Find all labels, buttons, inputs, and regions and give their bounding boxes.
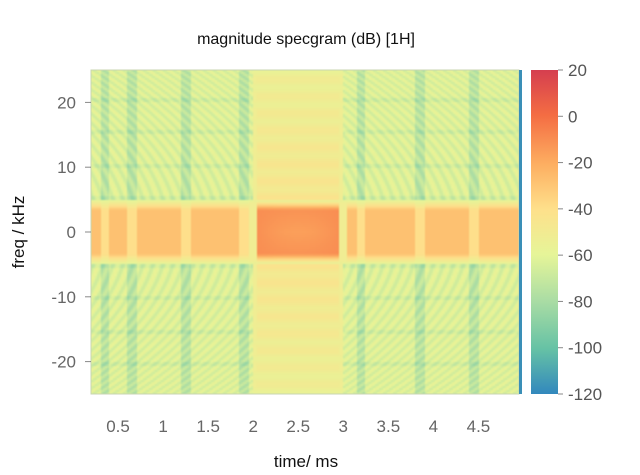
y-tick-label: 20 — [57, 93, 76, 112]
chart-title: magnitude specgram (dB) [1H] — [197, 31, 415, 48]
y-tick-label: 10 — [57, 158, 76, 177]
x-tick-label: 2 — [248, 417, 257, 436]
y-tick-label: -10 — [51, 288, 76, 307]
x-tick-label: 3 — [339, 417, 348, 436]
x-tick-label: 2.5 — [286, 417, 310, 436]
colorbar-tick-label: -20 — [568, 154, 593, 173]
x-axis-label: time/ ms — [274, 452, 338, 471]
y-tick-label: 0 — [67, 223, 76, 242]
colorbar-tick-label: -80 — [568, 292, 593, 311]
colorbar-tick-label: -40 — [568, 200, 593, 219]
colorbar-tick-label: -120 — [568, 385, 602, 404]
x-tick-label: 1.5 — [196, 417, 220, 436]
y-tick-label: -20 — [51, 353, 76, 372]
x-tick-label: 0.5 — [106, 417, 130, 436]
x-axis-ticks: 0.5 1 1.5 2 2.5 3 3.5 4 4.5 — [106, 417, 490, 436]
x-tick-label: 3.5 — [377, 417, 401, 436]
plot-right-edge — [519, 70, 522, 394]
x-tick-label: 1 — [158, 417, 167, 436]
y-axis-ticks: 20 10 0 -10 -20 — [51, 93, 91, 372]
colorbar-tick-label: 0 — [568, 107, 577, 126]
x-tick-label: 4 — [429, 417, 438, 436]
colorbar — [531, 70, 558, 394]
x-tick-label: 4.5 — [467, 417, 491, 436]
colorbar-tick-label: -60 — [568, 246, 593, 265]
heatmap-image — [91, 70, 519, 394]
colorbar-tick-label: 20 — [568, 61, 587, 80]
colorbar-ticks: 20 0 -20 -40 -60 -80 -100 -120 — [558, 61, 602, 404]
colorbar-tick-label: -100 — [568, 339, 602, 358]
y-axis-label: freq / kHz — [9, 196, 28, 269]
